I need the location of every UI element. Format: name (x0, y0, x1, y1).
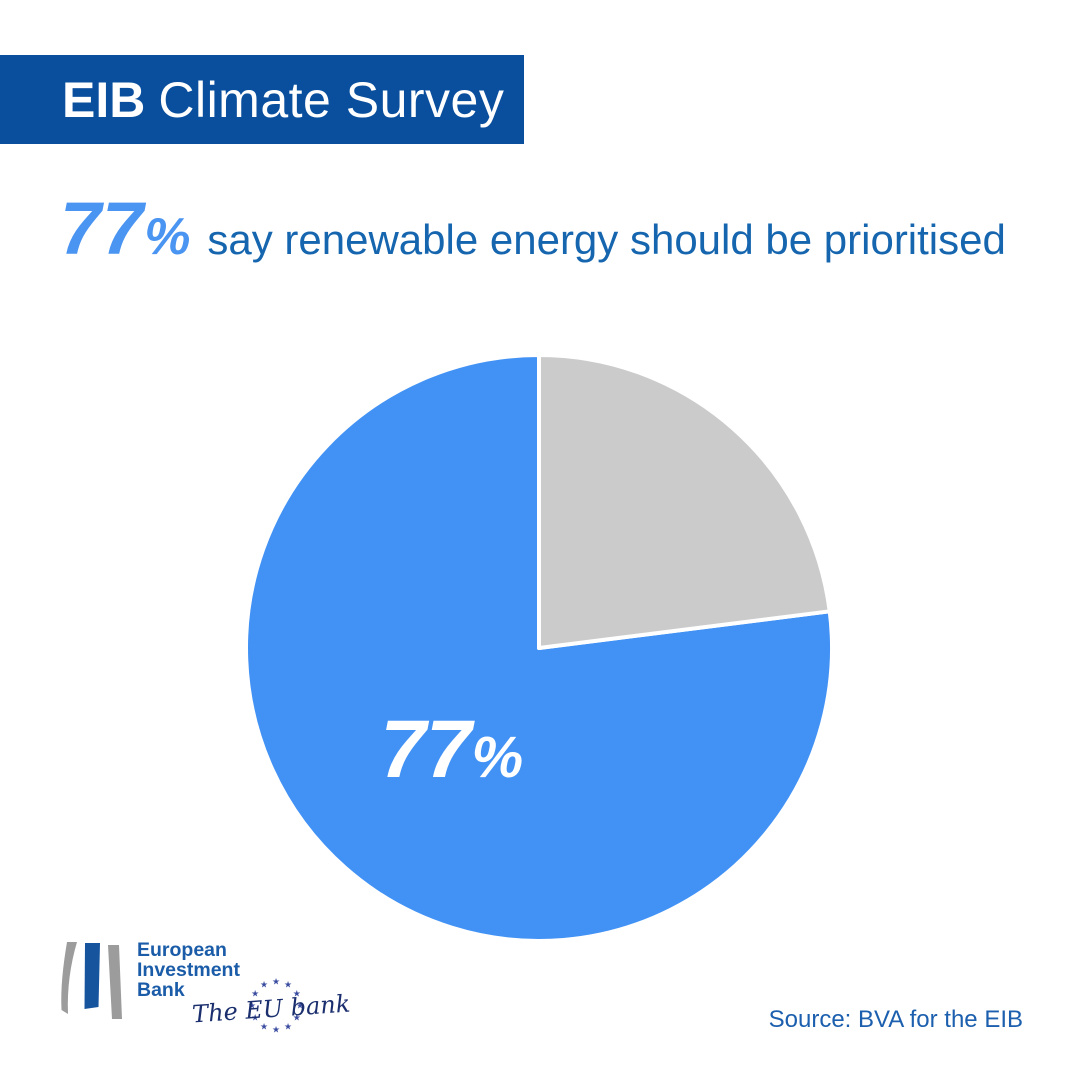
eu-star-icon: ★ (283, 979, 293, 990)
source-text: Source: BVA for the EIB (768, 1006, 1023, 1033)
headline-text: say renewable energy should be prioritis… (207, 216, 1006, 263)
headline-stat: 77% (60, 186, 191, 271)
logo-bar-gray (108, 945, 122, 1019)
logo-line-3: Bank (137, 979, 185, 1001)
eu-star-icon: ★ (271, 1024, 281, 1035)
pie-slice-label: 77% (380, 704, 523, 795)
banner-brand: EIB (62, 71, 146, 128)
logo-bar-blue (84, 943, 100, 1009)
pie-chart: 77% (209, 318, 869, 978)
eu-star-icon: ★ (295, 1000, 305, 1011)
pie-chart-svg: 77% (244, 353, 834, 943)
eu-star-icon: ★ (259, 979, 269, 990)
logo-bar-curved (61, 942, 77, 1014)
eu-star-icon: ★ (251, 988, 260, 999)
eu-star-icon: ★ (259, 1021, 269, 1032)
logo-line-1: European (137, 939, 227, 961)
banner-title: Climate Survey (158, 71, 505, 128)
eu-star-icon: ★ (292, 1012, 301, 1023)
eu-star-icon: ★ (247, 1000, 257, 1011)
eib-logo-text: European Investment Bank (137, 940, 240, 1000)
pie-slice (537, 353, 832, 650)
eib-logo-bars-icon (61, 942, 122, 1019)
eu-star-icon: ★ (271, 976, 281, 987)
headline: 77% say renewable energy should be prior… (60, 186, 1006, 271)
eu-star-icon: ★ (292, 988, 301, 999)
eu-stars-icon: ★ ★ ★ ★ ★ ★ ★ ★ ★ ★ ★ ★ (246, 976, 306, 1036)
header-banner: EIB Climate Survey (0, 55, 524, 144)
eu-star-icon: ★ (283, 1021, 293, 1032)
headline-stat-value: 77 (60, 187, 145, 270)
eu-star-icon: ★ (251, 1012, 260, 1023)
logo-line-2: Investment (137, 959, 240, 981)
headline-stat-unit: % (144, 207, 192, 265)
